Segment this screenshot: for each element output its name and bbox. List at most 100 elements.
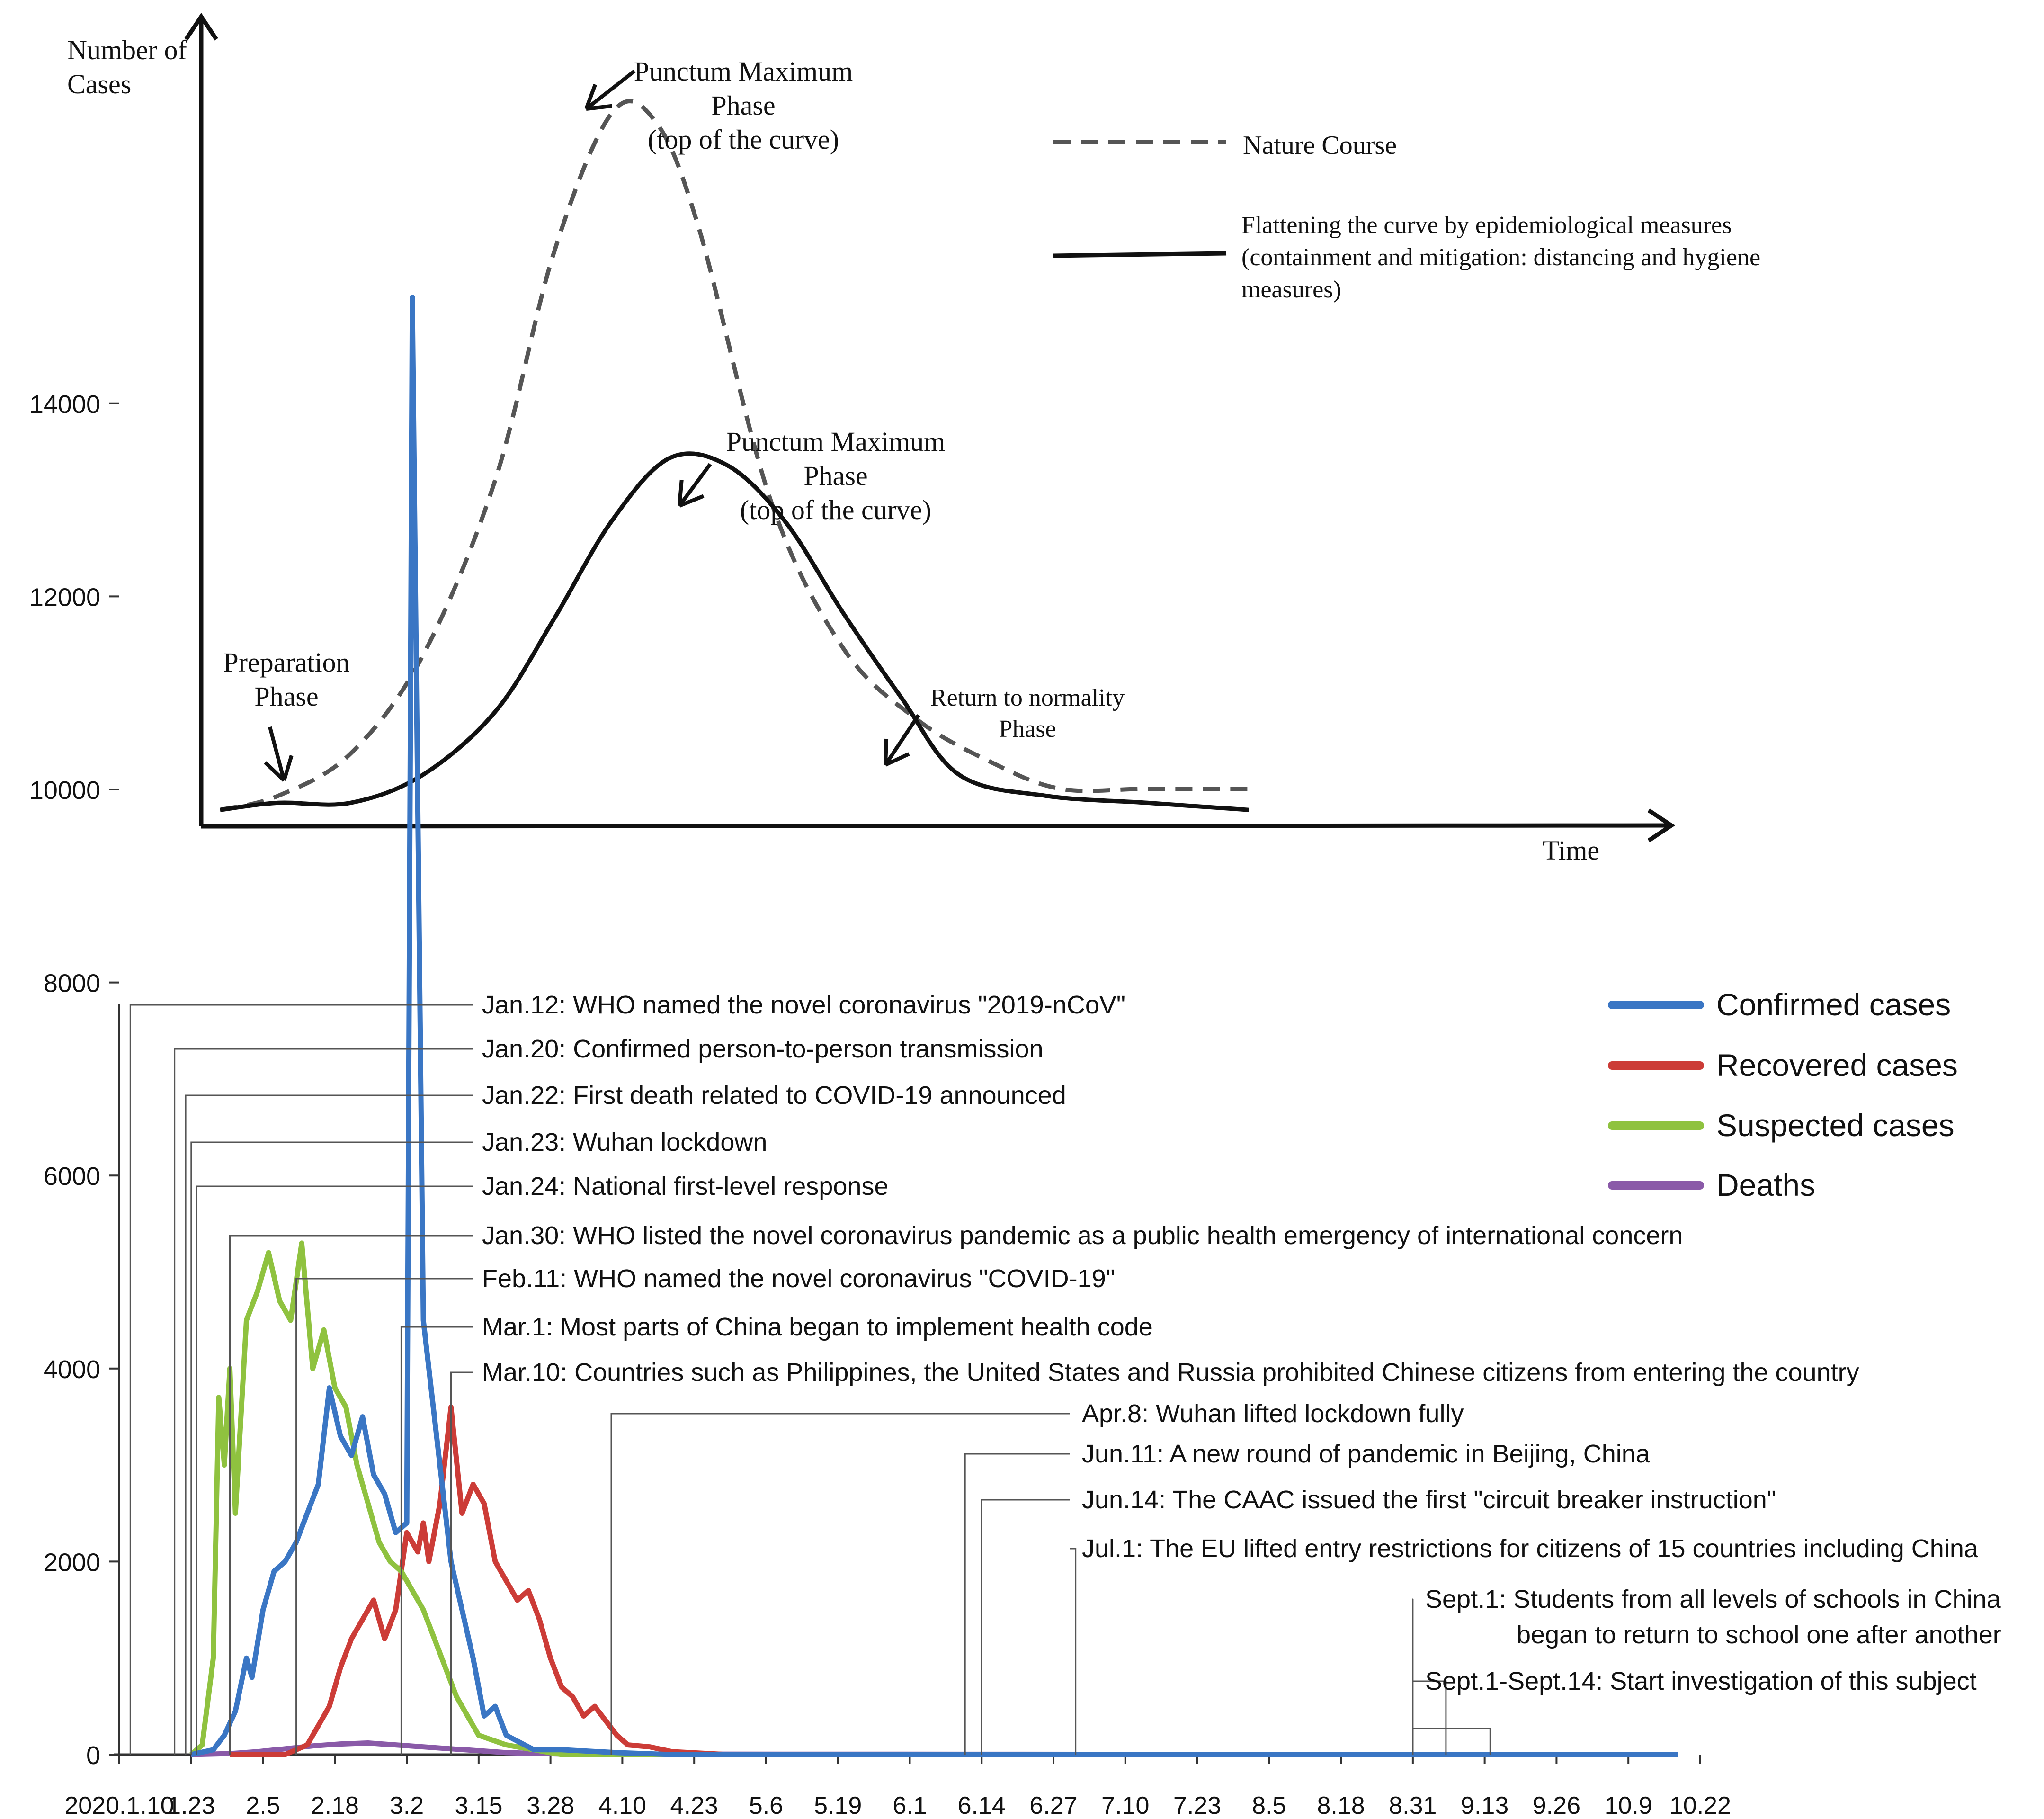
x-tick-label: 7.10 (1101, 1792, 1149, 1819)
annotation-arrows (264, 69, 920, 782)
event-leader-line (981, 1499, 1070, 1755)
event-leader-line (185, 1094, 473, 1755)
x-tick-label: 5.19 (814, 1792, 862, 1819)
legend-label: Recovered cases (1716, 1048, 1958, 1083)
legend-item: Suspected cases (1608, 1108, 1955, 1143)
x-tick-label: 8.31 (1389, 1792, 1437, 1819)
x-axis-arrowhead (1647, 808, 1676, 842)
event-annotation: Mar.10: Countries such as Philippines, t… (450, 1358, 1859, 1755)
event-label: Jun.14: The CAAC issued the first "circu… (1082, 1486, 1776, 1514)
series-lines (189, 295, 1678, 1757)
event-label: Jun.11: A new round of pandemic in Beiji… (1082, 1440, 1651, 1468)
x-tick-label: 8.5 (1252, 1792, 1286, 1819)
event-label: Jan.23: Wuhan lockdown (482, 1128, 767, 1156)
annotation-peak-nature: Punctum Maximum Phase (top of the curve) (634, 56, 853, 155)
event-annotation: Feb.11: WHO named the novel coronavirus … (295, 1264, 1115, 1755)
legend-label: Suspected cases (1716, 1108, 1955, 1143)
event-leader-line (229, 1235, 473, 1755)
event-leader-line (1413, 1680, 1447, 1755)
event-annotation: Jan.30: WHO listed the novel coronavirus… (229, 1221, 1683, 1755)
x-tick-label: 6.14 (958, 1792, 1006, 1819)
x-tick-label: 1.23 (167, 1792, 215, 1819)
x-tick-label: 6.1 (893, 1792, 927, 1819)
event-annotation: Jan.23: Wuhan lockdown (190, 1128, 767, 1755)
arrow-peak-nature (584, 69, 636, 111)
event-label: Jan.22: First death related to COVID-19 … (482, 1081, 1066, 1110)
annotation-peak-flat: Punctum Maximum Phase (top of the curve) (726, 426, 945, 525)
event-leader-line (450, 1371, 473, 1755)
event-annotation: Jan.20: Confirmed person-to-person trans… (174, 1035, 1044, 1755)
legend-solid-swatch (1053, 251, 1227, 258)
series-confirmed-cases (190, 295, 1678, 1757)
chart-b-legend: Confirmed cases Recovered cases Suspected … (1608, 987, 1958, 1202)
y-tick-label: 8000 (44, 969, 100, 998)
event-annotation: Jun.11: A new round of pandemic in Beiji… (964, 1440, 1651, 1755)
event-annotation: Apr.8: Wuhan lifted lockdown fully (610, 1399, 1464, 1755)
annotation-return-normality: Return to normality Phase (930, 684, 1125, 743)
event-annotation: Sept.1: Students from all levels of scho… (1412, 1585, 2001, 1755)
event-label: Sept.1: Students from all levels of scho… (1425, 1585, 2001, 1649)
x-axis-label: Time (1543, 835, 1599, 866)
flatten-curve-chart: Number of Cases Time Punctum Maximum Phase… (67, 12, 1760, 866)
legend-item: Confirmed cases (1608, 987, 1951, 1022)
arrow-preparation (264, 726, 294, 782)
y-axis-label: Number of Cases (67, 35, 187, 99)
covid-timeline-chart: 0 2000 4000 6000 8000 10000 12000 14000 2020.1.… (29, 295, 2001, 1819)
x-tick-label: 4.23 (670, 1792, 718, 1819)
event-leader-line (1070, 1548, 1077, 1755)
x-tick-label: 9.13 (1461, 1792, 1508, 1819)
x-tick-label: 3.15 (455, 1792, 502, 1819)
event-annotation: Jan.22: First death related to COVID-19 … (185, 1081, 1066, 1755)
x-tick-label: 2020.1.10 (64, 1792, 174, 1819)
event-label: Mar.1: Most parts of China began to impl… (482, 1313, 1153, 1341)
series-deaths (191, 1740, 1678, 1757)
x-tick-label: 6.27 (1029, 1792, 1077, 1819)
event-label: Jan.30: WHO listed the novel coronavirus… (482, 1221, 1683, 1250)
event-leader-line (610, 1413, 1070, 1755)
x-tick-labels: 2020.1.101.23 2.5 2.18 3.2 3.15 3.28 4.10 4.23 5… (64, 1755, 1731, 1819)
event-annotation: Jan.12: WHO named the novel coronavirus … (129, 991, 1125, 1755)
event-leader-line (174, 1048, 473, 1755)
x-tick-label: 2.18 (311, 1792, 359, 1819)
y-tick-label: 0 (86, 1741, 100, 1770)
x-tick-label: 3.28 (527, 1792, 574, 1819)
legend-nature-label: Nature Course (1243, 131, 1397, 160)
annotation-preparation: Preparation Phase (223, 647, 349, 712)
chart-a-legend: Nature Course Flattening the curve by ep… (1053, 131, 1760, 303)
y-tick-label: 2000 (44, 1548, 100, 1577)
y-tick-label: 14000 (29, 390, 100, 419)
y-tick-label: 10000 (29, 776, 100, 805)
series-recovered-cases (230, 1404, 1678, 1757)
event-leader-line (190, 1141, 473, 1755)
event-label: Feb.11: WHO named the novel coronavirus … (482, 1264, 1115, 1293)
event-annotations: Jan.12: WHO named the novel coronavirus … (129, 991, 2001, 1755)
event-label: Apr.8: Wuhan lifted lockdown fully (1082, 1399, 1464, 1428)
event-annotation: Mar.1: Most parts of China began to impl… (400, 1313, 1153, 1755)
event-leader-line (129, 1004, 473, 1755)
legend-flattened-label: Flattening the curve by epidemiological … (1241, 212, 1760, 303)
y-tick-label: 12000 (29, 583, 100, 611)
x-tick-label: 7.23 (1173, 1792, 1221, 1819)
x-tick-label: 2.5 (246, 1792, 280, 1819)
event-leader-line (964, 1453, 1070, 1755)
chart-a-axes (184, 12, 1676, 842)
y-tick-label: 4000 (44, 1355, 100, 1384)
event-bracket (1412, 1728, 1491, 1755)
x-tick-label: 4.10 (598, 1792, 646, 1819)
event-leader-line (295, 1278, 473, 1755)
legend-item: Deaths (1608, 1167, 1815, 1202)
event-annotation: Jul.1: The EU lifted entry restrictions … (1070, 1534, 1979, 1755)
event-label: Mar.10: Countries such as Philippines, t… (482, 1358, 1859, 1387)
x-tick-label: 10.9 (1605, 1792, 1652, 1819)
legend-label: Confirmed cases (1716, 987, 1951, 1022)
event-label: Jan.12: WHO named the novel coronavirus … (482, 991, 1125, 1019)
event-label: Sept.1-Sept.14: Start investigation of t… (1425, 1667, 1977, 1695)
x-tick-label: 10.22 (1669, 1792, 1731, 1819)
y-axis-arrowhead (184, 12, 218, 41)
series-suspected-cases (189, 1240, 1678, 1757)
x-tick-label: 9.26 (1533, 1792, 1580, 1819)
x-axis (201, 823, 1672, 829)
arrow-peak-flat (678, 463, 712, 508)
event-leader-line (400, 1326, 473, 1755)
